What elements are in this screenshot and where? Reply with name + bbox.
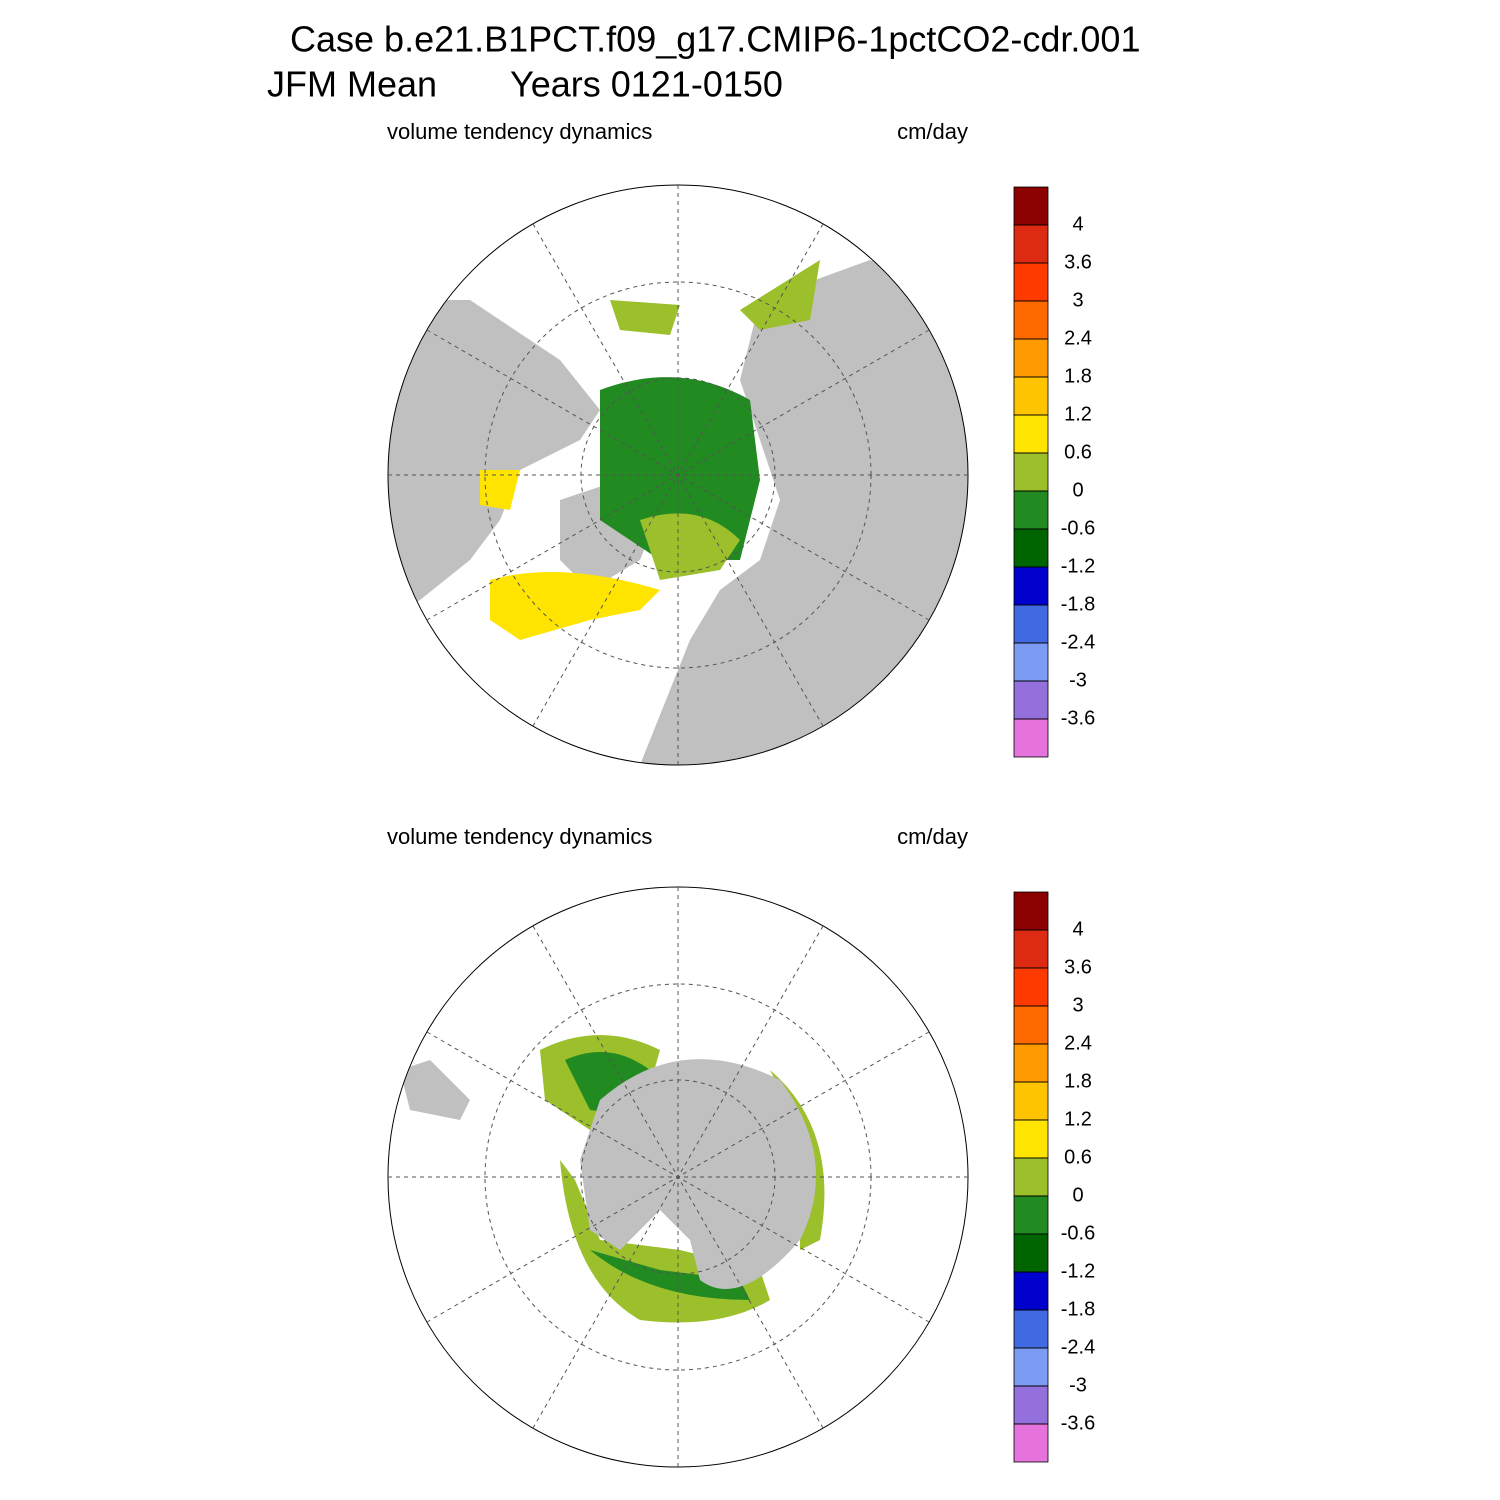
colorbar-label: -3 bbox=[1069, 669, 1087, 691]
colorbar-box bbox=[1013, 1233, 1049, 1273]
colorbar-box bbox=[1013, 967, 1049, 1007]
colorbar-box bbox=[1013, 300, 1049, 340]
figure-title: Case b.e21.B1PCT.f09_g17.CMIP6-1pctCO2-c… bbox=[290, 19, 1140, 60]
colorbar-label: 4 bbox=[1072, 918, 1083, 940]
colorbar-box bbox=[1013, 1081, 1049, 1121]
colorbar-box bbox=[1013, 338, 1049, 378]
north-grid bbox=[388, 185, 968, 765]
colorbar-label: 2.4 bbox=[1064, 327, 1092, 349]
colorbar-label: 1.2 bbox=[1064, 1108, 1092, 1130]
colorbar-label: 3 bbox=[1072, 289, 1083, 311]
colorbar-box bbox=[1013, 604, 1049, 644]
colorbar-box bbox=[1013, 680, 1049, 720]
colorbar-box bbox=[1013, 642, 1049, 682]
colorbar-label: 1.2 bbox=[1064, 403, 1092, 425]
colorbar-box bbox=[1013, 718, 1049, 758]
colorbar-box bbox=[1013, 528, 1049, 568]
colorbar-label: 1.8 bbox=[1064, 1070, 1092, 1092]
panel-subtitle: volume tendency dynamics bbox=[387, 824, 652, 849]
colorbar-box bbox=[1013, 414, 1049, 454]
panel-subtitle: volume tendency dynamics bbox=[387, 119, 652, 144]
colorbar-box bbox=[1013, 262, 1049, 302]
colorbar-box bbox=[1013, 1309, 1049, 1349]
colorbar-label: 3 bbox=[1072, 994, 1083, 1016]
colorbar-label: -3.6 bbox=[1061, 707, 1095, 729]
colorbar-label: 1.8 bbox=[1064, 365, 1092, 387]
colorbar-label: 0.6 bbox=[1064, 1146, 1092, 1168]
season-label: JFM Mean bbox=[267, 64, 437, 105]
colorbar-box bbox=[1013, 1347, 1049, 1387]
colorbar-label: -1.8 bbox=[1061, 1298, 1095, 1320]
colorbar-label: -2.4 bbox=[1061, 631, 1095, 653]
colorbar-box bbox=[1013, 1271, 1049, 1311]
colorbar-label: -1.2 bbox=[1061, 555, 1095, 577]
colorbar-label: -3 bbox=[1069, 1374, 1087, 1396]
panel-units: cm/day bbox=[897, 824, 968, 849]
colorbar-box bbox=[1013, 224, 1049, 264]
colorbar-label: 2.4 bbox=[1064, 1032, 1092, 1054]
colorbar-box bbox=[1013, 1119, 1049, 1159]
colorbar-label: -3.6 bbox=[1061, 1412, 1095, 1434]
colorbar-box bbox=[1013, 1195, 1049, 1235]
colorbar-label: 0 bbox=[1072, 479, 1083, 501]
colorbar-box bbox=[1013, 376, 1049, 416]
colorbar-box bbox=[1013, 186, 1049, 226]
colorbar-label: 3.6 bbox=[1064, 251, 1092, 273]
colorbar-label: 3.6 bbox=[1064, 956, 1092, 978]
colorbar-box bbox=[1013, 929, 1049, 969]
colorbar-box bbox=[1013, 490, 1049, 530]
colorbar-label: 0 bbox=[1072, 1184, 1083, 1206]
colorbar-label: 4 bbox=[1072, 213, 1083, 235]
colorbar-label: -0.6 bbox=[1061, 517, 1095, 539]
colorbar-label: -2.4 bbox=[1061, 1336, 1095, 1358]
colorbar-label: -0.6 bbox=[1061, 1222, 1095, 1244]
colorbar-box bbox=[1013, 1423, 1049, 1463]
colorbar-box bbox=[1013, 452, 1049, 492]
years-label: Years 0121-0150 bbox=[510, 64, 783, 105]
colorbar-box bbox=[1013, 1385, 1049, 1425]
colorbar-label: 0.6 bbox=[1064, 441, 1092, 463]
colorbar-box bbox=[1013, 1157, 1049, 1197]
colorbar-box bbox=[1013, 1005, 1049, 1045]
colorbar-box bbox=[1013, 1043, 1049, 1083]
south-grid bbox=[388, 887, 968, 1467]
panel-units: cm/day bbox=[897, 119, 968, 144]
colorbar-label: -1.2 bbox=[1061, 1260, 1095, 1282]
colorbar-box bbox=[1013, 566, 1049, 606]
colorbar-label: -1.8 bbox=[1061, 593, 1095, 615]
colorbar-box bbox=[1013, 891, 1049, 931]
